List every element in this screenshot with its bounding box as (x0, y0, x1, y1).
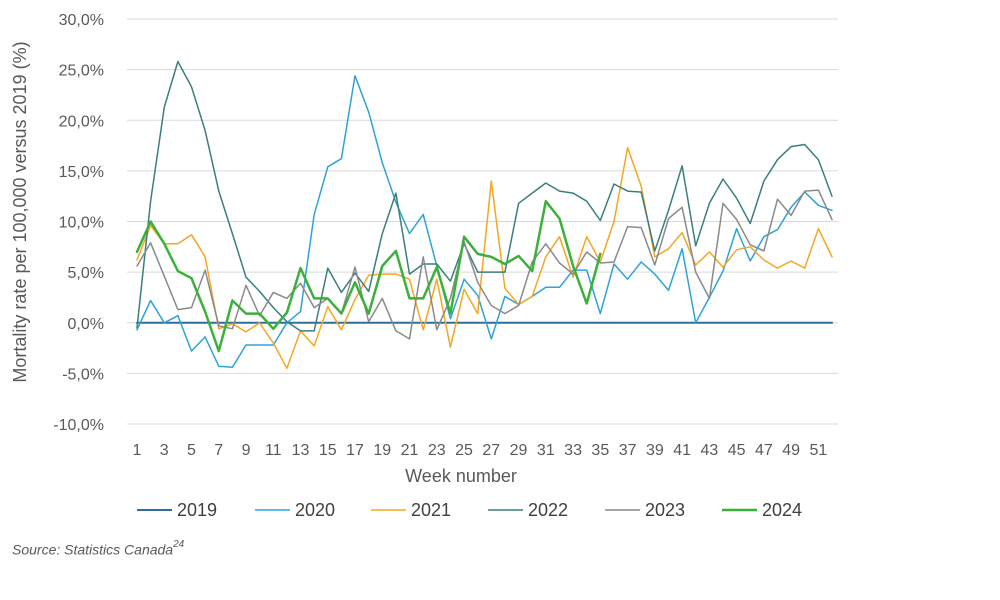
x-tick-label: 27 (482, 442, 500, 459)
x-tick-label: 21 (401, 442, 419, 459)
x-tick-label: 7 (214, 442, 223, 459)
legend-label-2022: 2022 (528, 500, 568, 520)
y-tick-label: -5,0% (62, 366, 104, 383)
legend-label-2023: 2023 (645, 500, 685, 520)
x-tick-label: 49 (782, 442, 800, 459)
x-tick-label: 29 (510, 442, 528, 459)
legend: 2019 2020 2021 2022 2023 2024 (137, 500, 802, 520)
legend-label-2019: 2019 (177, 500, 217, 520)
x-tick-label: 25 (455, 442, 473, 459)
y-tick-label: 10,0% (59, 215, 104, 232)
x-tick-label: 11 (265, 442, 282, 459)
x-axis-title: Week number (405, 466, 517, 486)
source-note: Source: Statistics Canada24 (12, 539, 185, 558)
y-axis-title: Mortality rate per 100,000 versus 2019 (… (10, 41, 30, 382)
x-tick-label: 15 (319, 442, 337, 459)
x-tick-label: 9 (242, 442, 251, 459)
x-tick-label: 23 (428, 442, 446, 459)
source-text: Source: Statistics Canada (12, 541, 174, 558)
x-tick-label: 43 (700, 442, 718, 459)
x-tick-label: 35 (591, 442, 609, 459)
x-tick-label: 33 (564, 442, 582, 459)
y-axis-ticks: -10,0% -5,0% 0,0% 5,0% 10,0% 15,0% 20,0% 25,0% 3… (53, 12, 104, 434)
x-axis-ticks: 1 3 5 7 9 11 13 15 17 19 21 23 25 27 29 31 33 35 37 39 41 43 4… (133, 442, 828, 459)
x-tick-label: 3 (160, 442, 169, 459)
x-tick-label: 51 (809, 442, 827, 459)
x-tick-label: 45 (728, 442, 746, 459)
series-line-2021 (136, 146, 833, 370)
x-tick-label: 1 (133, 442, 142, 459)
series-line-2023 (136, 189, 833, 340)
series-line-2022 (136, 60, 833, 332)
y-tick-label: 5,0% (68, 265, 104, 282)
y-tick-label: 0,0% (68, 316, 104, 333)
x-tick-label: 31 (537, 442, 555, 459)
x-tick-label: 41 (673, 442, 691, 459)
x-tick-label: 13 (292, 442, 310, 459)
series-line-2020 (136, 74, 833, 369)
x-tick-label: 39 (646, 442, 664, 459)
x-tick-label: 17 (346, 442, 364, 459)
y-tick-label: 20,0% (59, 113, 104, 130)
y-tick-label: 30,0% (59, 12, 104, 29)
x-tick-label: 47 (755, 442, 773, 459)
y-tick-label: -10,0% (53, 417, 104, 434)
legend-label-2020: 2020 (295, 500, 335, 520)
footnote-marker: 24 (173, 539, 185, 550)
series-line-2024 (135, 199, 602, 353)
x-tick-label: 37 (619, 442, 637, 459)
x-tick-label: 19 (373, 442, 391, 459)
y-tick-label: 15,0% (59, 164, 104, 181)
legend-label-2024: 2024 (762, 500, 802, 520)
y-tick-label: 25,0% (59, 63, 104, 80)
gridlines (127, 18, 838, 425)
x-tick-label: 5 (187, 442, 196, 459)
series-lines (135, 60, 833, 370)
legend-label-2021: 2021 (411, 500, 451, 520)
